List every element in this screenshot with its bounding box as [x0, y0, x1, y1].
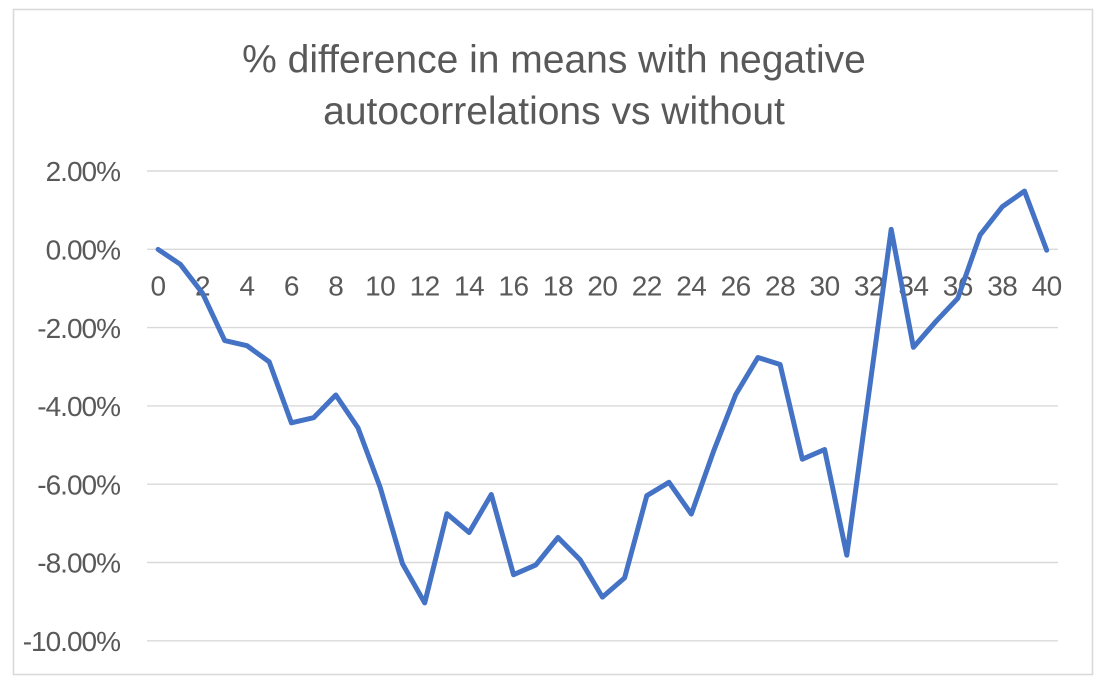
- svg-text:16: 16: [498, 271, 528, 302]
- svg-text:-8.00%: -8.00%: [37, 548, 120, 579]
- svg-text:-6.00%: -6.00%: [37, 469, 120, 500]
- svg-text:0: 0: [151, 271, 166, 302]
- svg-text:26: 26: [721, 271, 751, 302]
- svg-text:18: 18: [543, 271, 573, 302]
- svg-text:8: 8: [328, 271, 343, 302]
- svg-text:2: 2: [195, 271, 210, 302]
- svg-text:14: 14: [454, 271, 484, 302]
- svg-text:-4.00%: -4.00%: [37, 391, 120, 422]
- svg-text:6: 6: [284, 271, 299, 302]
- svg-text:24: 24: [676, 271, 706, 302]
- svg-text:20: 20: [587, 271, 617, 302]
- svg-text:autocorrelations vs without: autocorrelations vs without: [323, 90, 785, 133]
- svg-text:2.00%: 2.00%: [46, 156, 120, 187]
- svg-text:12: 12: [410, 271, 440, 302]
- svg-text:4: 4: [239, 271, 254, 302]
- svg-text:0.00%: 0.00%: [46, 235, 120, 266]
- svg-text:-2.00%: -2.00%: [37, 313, 120, 344]
- svg-text:% difference in means with neg: % difference in means with negative: [242, 39, 866, 82]
- svg-text:28: 28: [765, 271, 795, 302]
- svg-text:22: 22: [632, 271, 662, 302]
- svg-text:38: 38: [987, 271, 1017, 302]
- svg-text:40: 40: [1032, 271, 1062, 302]
- svg-text:32: 32: [854, 271, 884, 302]
- svg-text:-10.00%: -10.00%: [23, 626, 120, 657]
- svg-text:30: 30: [810, 271, 840, 302]
- svg-text:10: 10: [365, 271, 395, 302]
